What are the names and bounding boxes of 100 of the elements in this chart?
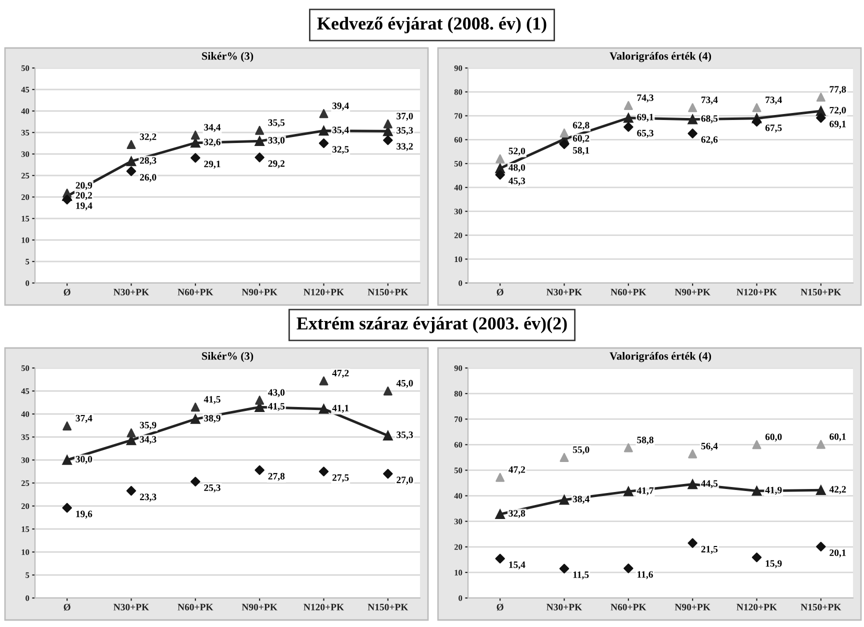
- point: [190, 130, 200, 140]
- y-tick-label: 10: [454, 570, 462, 576]
- x-tick-label: N60+PK: [610, 288, 646, 296]
- point: [126, 140, 136, 150]
- data-label: 45,0: [396, 380, 413, 388]
- y-tick-label: 40: [21, 411, 30, 417]
- data-label: 19,4: [76, 202, 92, 210]
- point: [495, 170, 505, 180]
- point: [688, 128, 698, 138]
- y-tick-label: 90: [454, 365, 462, 371]
- point: [126, 486, 136, 496]
- point: [62, 455, 72, 465]
- data-label: 35,5: [268, 119, 285, 128]
- y-tick-label: 45: [21, 388, 30, 394]
- point: [383, 468, 393, 479]
- data-label: 56,4: [701, 442, 718, 451]
- data-label: 23,3: [140, 494, 156, 502]
- point: [688, 103, 698, 112]
- x-tick-label: N90+PK: [674, 288, 710, 296]
- point: [62, 194, 72, 204]
- x-tick-label: N90+PK: [242, 604, 278, 610]
- data-label: 11,5: [573, 571, 589, 580]
- y-tick-label: 40: [21, 108, 30, 114]
- x-tick-label: N150+PK: [800, 604, 842, 610]
- y-tick-label: 60: [454, 137, 462, 143]
- data-label: 26,0: [140, 174, 156, 182]
- data-label: 21,5: [701, 546, 718, 554]
- data-label: 55,0: [572, 446, 590, 454]
- y-tick-label: 50: [454, 160, 462, 167]
- point: [816, 485, 826, 496]
- point: [752, 552, 762, 562]
- data-label: 15,4: [509, 562, 526, 570]
- data-label: 25,3: [204, 484, 220, 492]
- data-label: 58,8: [637, 436, 654, 445]
- data-label: 45,3: [508, 178, 526, 186]
- point: [318, 404, 329, 414]
- data-label: 19,6: [76, 510, 92, 519]
- data-label: 72,0: [830, 106, 846, 115]
- data-label: 39,4: [332, 102, 349, 110]
- data-label: 38,9: [204, 414, 220, 423]
- y-tick-label: 45: [21, 86, 30, 92]
- data-label: 11,6: [638, 571, 653, 580]
- data-label: 27,5: [332, 474, 349, 482]
- data-label: 65,3: [637, 130, 654, 138]
- x-tick-label: Ø: [64, 604, 70, 611]
- x-tick-label: N150+PK: [368, 604, 408, 610]
- x-tick-label: N120+PK: [736, 288, 777, 296]
- point: [688, 479, 698, 490]
- x-tick-label: N60+PK: [178, 288, 214, 296]
- point: [383, 119, 392, 128]
- y-tick-label: 10: [454, 256, 462, 262]
- x-tick-label: N90+PK: [674, 604, 710, 610]
- data-label: 20,2: [76, 192, 92, 200]
- point: [752, 440, 762, 450]
- y-tick-label: 20: [454, 544, 462, 550]
- data-label: 41,5: [204, 396, 220, 404]
- point: [383, 386, 392, 396]
- data-label: 32,2: [140, 133, 156, 142]
- point: [62, 502, 72, 513]
- y-tick-label: 20: [454, 232, 462, 238]
- y-tick-label: 30: [21, 457, 30, 463]
- point: [190, 153, 200, 163]
- point: [624, 563, 634, 574]
- point: [560, 452, 569, 462]
- data-label: 42,2: [829, 486, 846, 494]
- chart-subtitle: Valorigráfos érték (4): [610, 52, 712, 62]
- y-tick-label: 60: [454, 442, 462, 448]
- data-label: 47,2: [508, 466, 526, 474]
- data-label: 27,8: [268, 472, 285, 481]
- y-tick-label: 70: [454, 113, 462, 119]
- chart-title: Kedvező évjárat (2008. év) (1): [317, 16, 546, 34]
- y-tick-label: 5: [26, 572, 30, 578]
- data-label: 41,5: [268, 403, 285, 411]
- data-label: 29,1: [204, 160, 220, 169]
- x-tick-label: N90+PK: [242, 288, 278, 296]
- point: [319, 109, 328, 118]
- y-tick-label: 80: [454, 89, 462, 95]
- data-label: 27,0: [396, 476, 413, 485]
- data-label: 74,3: [637, 94, 654, 102]
- point: [383, 135, 393, 146]
- x-tick-label: N120+PK: [304, 288, 344, 296]
- chart-subtitle: Sikér% (3): [202, 352, 254, 362]
- data-label: 33,0: [268, 136, 285, 145]
- point: [190, 402, 200, 412]
- y-tick-label: 10: [22, 549, 30, 555]
- data-label: 28,3: [140, 157, 156, 166]
- data-label: 69,1: [830, 120, 846, 129]
- data-label: 35,3: [396, 432, 413, 440]
- point: [559, 564, 570, 574]
- data-label: 41,9: [765, 486, 782, 495]
- data-label: 60,2: [572, 135, 590, 144]
- y-tick-label: 80: [454, 390, 462, 397]
- point: [495, 554, 505, 564]
- x-tick-label: N60+PK: [610, 604, 646, 610]
- point: [190, 476, 200, 486]
- y-tick-label: 50: [21, 65, 30, 71]
- point: [816, 440, 826, 449]
- data-label: 60,1: [830, 433, 846, 442]
- x-tick-label: N120+PK: [736, 604, 777, 610]
- chart-subtitle: Sikér% (3): [202, 52, 254, 62]
